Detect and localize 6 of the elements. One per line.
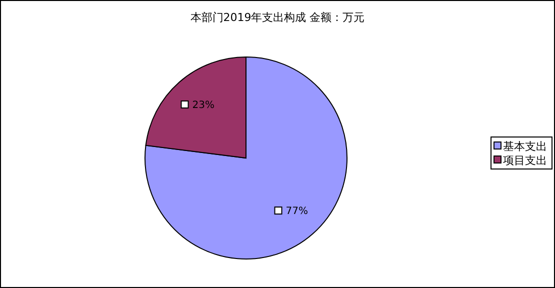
chart-title: 本部门2019年支出构成 金额：万元 — [190, 11, 365, 24]
legend-label: 项目支出 — [503, 154, 547, 167]
pie-slice — [144, 56, 348, 260]
legend-label: 基本支出 — [503, 140, 547, 153]
data-label: 77% — [286, 206, 308, 218]
data-label: 23% — [192, 100, 214, 111]
